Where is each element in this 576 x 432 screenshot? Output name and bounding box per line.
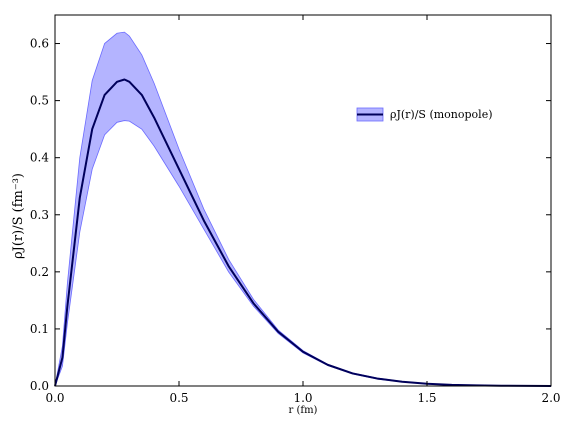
legend: ρJ(r)/S (monopole) [356, 107, 493, 122]
y-axis-label: ρJ(r)/S (fm⁻³) [11, 173, 26, 259]
y-tick-label: 0.4 [30, 151, 49, 165]
x-tick-label: 0.5 [169, 391, 188, 405]
x-tick-label: 1.5 [417, 391, 436, 405]
y-tick-label: 0.0 [30, 379, 49, 393]
y-tick-label: 0.1 [30, 322, 49, 336]
legend-label: ρJ(r)/S (monopole) [390, 108, 493, 121]
axis-ticks: 0.0 0.5 1.0 1.5 2.0 0.0 0.1 0.2 0.3 0.4 0.5 0.6 [30, 15, 561, 405]
y-tick-label: 0.3 [30, 208, 49, 222]
y-tick-label: 0.6 [30, 37, 49, 51]
x-tick-label: 2.0 [541, 391, 560, 405]
y-tick-label: 0.2 [30, 265, 49, 279]
uncertainty-band [54, 31, 552, 387]
x-axis-label: r (fm) [289, 405, 318, 416]
plot-area [54, 31, 552, 387]
x-tick-label: 0.0 [45, 391, 64, 405]
y-tick-label: 0.5 [30, 94, 49, 108]
series-line-monopole [54, 78, 552, 387]
x-tick-label: 1.0 [293, 391, 312, 405]
